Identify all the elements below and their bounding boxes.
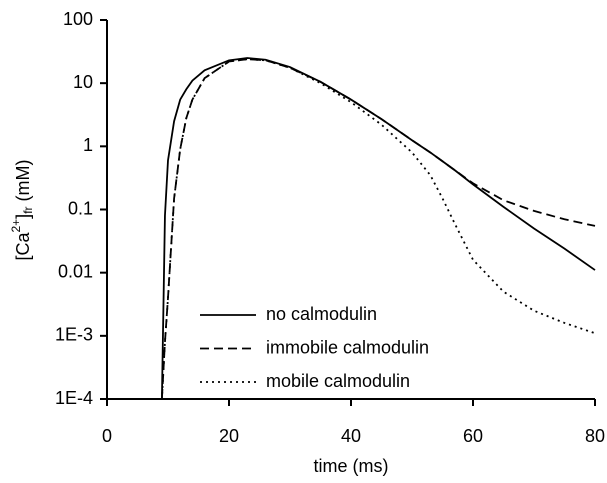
y-tick-label: 0.1 — [68, 198, 93, 218]
y-tick-label: 10 — [73, 72, 93, 92]
y-label-part: 2+ — [9, 219, 23, 233]
x-tick-label: 60 — [463, 426, 483, 446]
y-tick-label: 1 — [83, 135, 93, 155]
series-line — [107, 57, 596, 400]
y-tick-label: 100 — [63, 9, 93, 29]
x-axis-label: time (ms) — [314, 456, 389, 476]
x-tick-label: 0 — [102, 426, 112, 446]
x-tick-label: 40 — [341, 426, 361, 446]
legend-label: immobile calmodulin — [266, 337, 429, 357]
y-label-part: fr — [21, 206, 35, 213]
x-tick-label: 20 — [219, 426, 239, 446]
y-label-part: ] — [13, 214, 33, 219]
legend-label: mobile calmodulin — [266, 371, 410, 391]
series-line — [107, 58, 596, 400]
y-label-part: (mM) — [13, 159, 33, 206]
x-tick-label: 80 — [585, 426, 605, 446]
y-tick-label: 1E-4 — [55, 388, 93, 408]
y-label-part: [Ca — [13, 232, 33, 261]
y-axis-label: [Ca2+]fr (mM) — [9, 159, 35, 260]
y-tick-label: 0.01 — [58, 261, 93, 281]
y-tick-label: 1E-3 — [55, 325, 93, 345]
legend-label: no calmodulin — [266, 304, 377, 324]
